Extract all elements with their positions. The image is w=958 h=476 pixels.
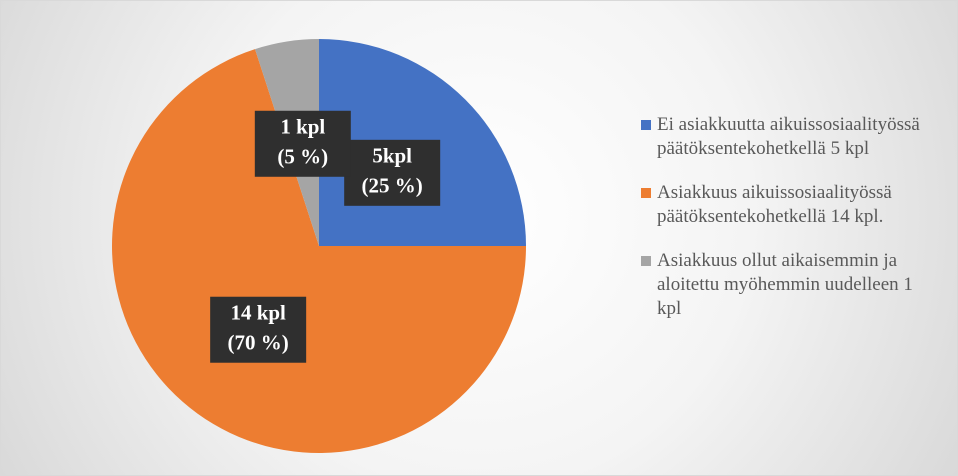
data-label-box (344, 139, 441, 206)
data-label: 1 kpl (280, 115, 325, 139)
data-label: (25 %) (362, 174, 423, 198)
legend-swatch (641, 256, 651, 266)
data-label: 14 kpl (230, 301, 286, 325)
data-label: (70 %) (228, 331, 289, 355)
legend-label: Ei asiakkuutta aikuissosiaalityössä päät… (657, 114, 920, 159)
legend-swatch (641, 120, 651, 130)
legend-item: Asiakkuus ollut aikaisemmin ja aloitettu… (641, 249, 941, 321)
legend-label: Asiakkuus aikuissosiaalityössä päätöksen… (657, 182, 892, 227)
legend-item: Ei asiakkuutta aikuissosiaalityössä päät… (641, 113, 941, 161)
legend-item: Asiakkuus aikuissosiaalityössä päätöksen… (641, 181, 941, 229)
legend: Ei asiakkuutta aikuissosiaalityössä päät… (641, 113, 941, 341)
data-label: 5kpl (372, 144, 412, 168)
legend-label: Asiakkuus ollut aikaisemmin ja aloitettu… (657, 250, 913, 319)
data-label-box (254, 110, 351, 177)
data-label-box (210, 296, 307, 363)
legend-swatch (641, 188, 651, 198)
data-label: (5 %) (277, 145, 328, 169)
